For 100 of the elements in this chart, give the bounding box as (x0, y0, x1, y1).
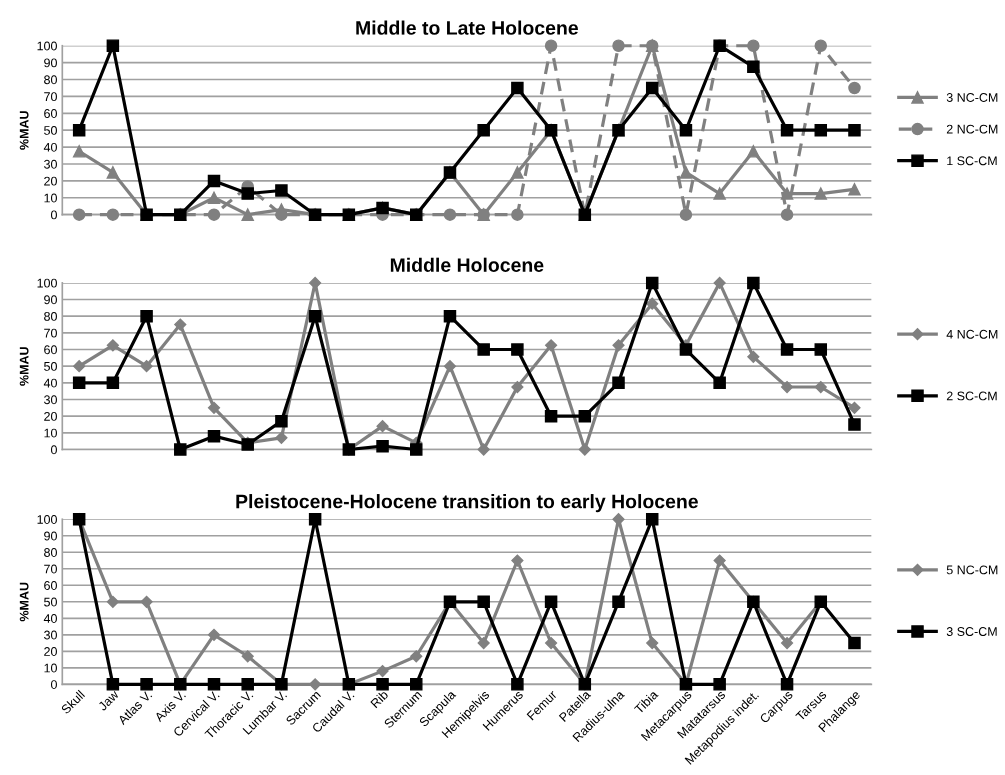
point (140, 360, 153, 373)
point (713, 678, 726, 691)
y-tick-label: 0 (50, 445, 57, 455)
legend-label: 4 NC-CM (946, 329, 998, 339)
point (747, 60, 760, 74)
point (511, 380, 524, 394)
point (207, 191, 221, 205)
point (679, 343, 693, 356)
point (848, 81, 861, 95)
point (780, 343, 794, 356)
point (780, 636, 794, 650)
y-tick-label: 100 (37, 515, 57, 524)
y-tick-label: 90 (44, 58, 57, 68)
point (612, 376, 625, 390)
y-tick-label: 70 (44, 564, 57, 574)
point (174, 318, 187, 331)
point (207, 401, 221, 414)
point (241, 208, 254, 221)
point (376, 420, 389, 433)
y-tick-label: 30 (44, 159, 57, 169)
point (275, 184, 288, 197)
y-tick-label: 100 (37, 41, 57, 51)
point (713, 554, 726, 567)
point (511, 81, 524, 95)
y-axis-title: %MAU (19, 111, 29, 150)
point (511, 343, 524, 356)
point (410, 650, 423, 663)
point (477, 343, 490, 356)
point (140, 678, 153, 691)
point (747, 276, 760, 290)
y-tick-label: 10 (44, 193, 57, 203)
point (713, 276, 726, 289)
point (140, 309, 153, 323)
point (848, 418, 861, 431)
y-tick-label: 90 (44, 531, 57, 541)
point (174, 443, 187, 456)
point (645, 512, 659, 526)
point (376, 439, 389, 453)
point (646, 636, 659, 650)
point (275, 414, 288, 428)
point (106, 208, 120, 221)
point (848, 636, 861, 650)
point (544, 409, 558, 423)
legend-label: 3 SC-CM (946, 627, 997, 636)
y-tick-label: 0 (50, 210, 57, 220)
point (140, 595, 153, 608)
point (814, 187, 828, 200)
point (780, 678, 794, 691)
point (511, 554, 524, 567)
y-axis-title: %MAU (19, 347, 29, 386)
point (848, 123, 861, 137)
point (814, 380, 827, 394)
y-tick-label: 80 (44, 548, 57, 557)
y-tick-label: 40 (43, 614, 57, 623)
point (443, 309, 457, 323)
point (645, 276, 659, 290)
point (679, 123, 693, 137)
chart-title: Middle to Late Holocene (356, 20, 578, 35)
y-tick-label: 0 (50, 680, 57, 689)
chart-title: Middle Holocene (390, 257, 544, 272)
point (106, 339, 119, 352)
y-tick-label: 30 (44, 630, 57, 640)
y-tick-label: 20 (44, 176, 57, 186)
y-tick-label: 30 (44, 395, 57, 405)
point (544, 595, 558, 609)
y-tick-label: 80 (44, 312, 57, 321)
point (511, 208, 524, 221)
point (106, 678, 120, 691)
point (207, 678, 221, 691)
point (106, 376, 120, 390)
point (72, 145, 86, 158)
point (679, 208, 693, 221)
point (241, 187, 254, 200)
y-tick-label: 50 (44, 126, 57, 135)
point (544, 339, 558, 352)
point (645, 81, 659, 95)
y-axis-title: %MAU (19, 582, 29, 622)
legend-label: 1 SC-CM (947, 156, 997, 166)
point (376, 678, 389, 691)
point (308, 512, 322, 526)
point (544, 39, 558, 52)
legend-label: 2 SC-CM (946, 391, 997, 401)
point (410, 443, 423, 456)
point (848, 183, 861, 196)
point (747, 145, 760, 158)
point (814, 39, 828, 52)
point (713, 187, 726, 200)
point (443, 360, 457, 373)
point (73, 360, 86, 373)
point (72, 208, 86, 221)
point (713, 376, 726, 390)
point (410, 678, 423, 691)
point (511, 166, 524, 179)
point (477, 123, 490, 137)
point (241, 650, 254, 663)
point (376, 665, 389, 678)
point (308, 309, 322, 323)
point (612, 339, 625, 352)
point (679, 166, 693, 179)
y-tick-label: 40 (43, 378, 57, 388)
